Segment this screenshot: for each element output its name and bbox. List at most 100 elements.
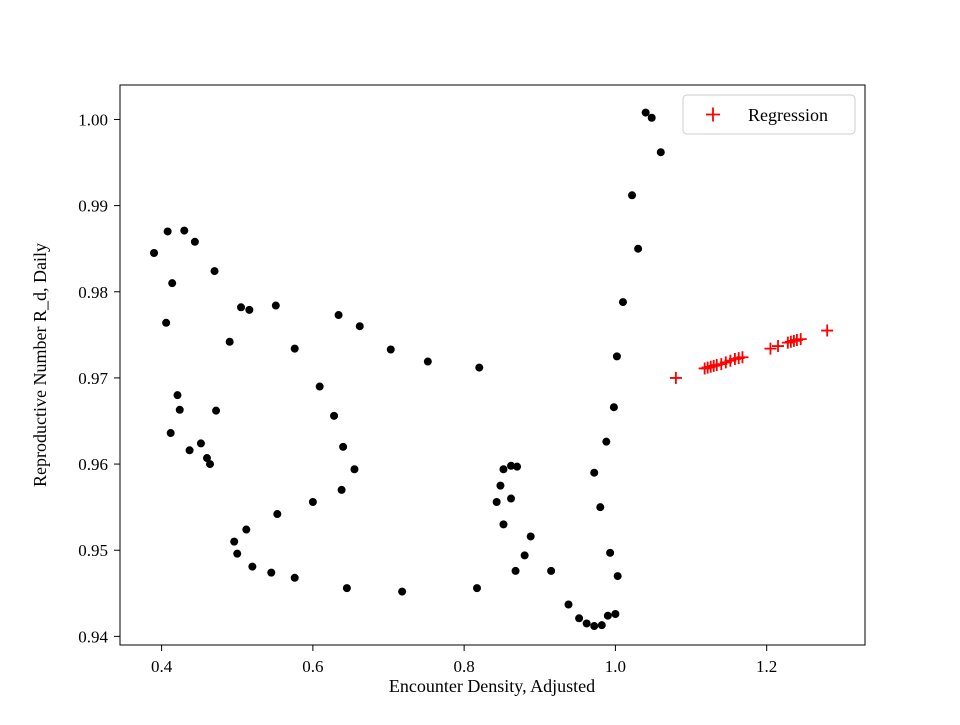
x-axis-label: Encounter Density, Adjusted — [389, 676, 595, 696]
data-point — [337, 485, 346, 494]
data-point — [564, 600, 573, 609]
data-point — [606, 548, 615, 557]
data-point — [175, 405, 184, 414]
data-point — [248, 562, 257, 571]
data-point — [386, 345, 395, 354]
data-point — [496, 481, 505, 490]
data-point — [233, 549, 242, 558]
y-tick-label: 1.00 — [78, 110, 108, 129]
data-point — [242, 525, 251, 534]
regression-point — [821, 324, 834, 337]
data-point — [273, 510, 282, 519]
data-point — [350, 465, 359, 474]
data-point — [547, 566, 556, 575]
x-tick-label: 1.0 — [605, 657, 626, 676]
x-tick-label: 0.8 — [454, 657, 475, 676]
data-point — [163, 227, 172, 236]
data-point — [641, 108, 650, 117]
data-point — [237, 303, 246, 312]
data-point — [507, 494, 516, 503]
regression-point — [764, 342, 777, 355]
data-point — [225, 337, 234, 346]
legend-plus-marker-icon — [706, 107, 720, 122]
data-point — [173, 391, 182, 400]
data-point — [513, 462, 522, 471]
data-point — [315, 382, 324, 391]
data-point — [290, 344, 299, 353]
data-point — [180, 226, 189, 235]
data-point — [575, 614, 584, 623]
data-point — [597, 621, 606, 630]
legend: Regression — [682, 94, 856, 135]
data-point — [520, 551, 529, 560]
data-point — [162, 318, 171, 327]
data-point — [168, 279, 177, 288]
data-point — [647, 113, 656, 122]
data-point — [212, 406, 221, 415]
x-tick-label: 0.6 — [302, 657, 323, 676]
data-point — [602, 437, 611, 446]
regression-point — [669, 371, 682, 384]
data-point — [612, 352, 621, 361]
data-point — [656, 148, 665, 157]
data-point — [339, 442, 348, 451]
regression-point — [736, 351, 749, 364]
data-point — [475, 363, 484, 372]
data-point — [245, 305, 254, 314]
data-point — [290, 573, 299, 582]
plot-area — [119, 84, 866, 646]
legend-label: Regression — [748, 105, 828, 125]
data-point — [190, 237, 199, 246]
data-point — [472, 584, 481, 593]
x-tick-label: 0.4 — [151, 657, 173, 676]
data-point — [609, 403, 618, 412]
data-point — [355, 322, 364, 331]
y-tick-label: 0.99 — [78, 197, 108, 216]
data-point — [202, 454, 211, 463]
data-point — [398, 587, 407, 596]
data-point — [596, 503, 605, 512]
regression-point — [794, 333, 807, 346]
data-point — [206, 460, 215, 469]
data-point — [499, 465, 508, 474]
data-point — [618, 298, 627, 307]
data-point — [611, 609, 620, 618]
data-point — [166, 429, 175, 438]
y-tick-label: 0.94 — [78, 627, 108, 646]
data-point — [492, 497, 501, 506]
data-point — [271, 301, 280, 310]
y-tick-label: 0.96 — [78, 455, 108, 474]
data-point — [590, 622, 599, 631]
data-point — [334, 311, 343, 320]
x-tick-label: 1.2 — [756, 657, 777, 676]
y-tick-label: 0.97 — [78, 369, 108, 388]
regression-point — [772, 340, 785, 353]
y-tick-label: 0.95 — [78, 541, 108, 560]
data-point — [196, 439, 205, 448]
data-point — [330, 411, 339, 420]
data-point — [582, 619, 591, 628]
legend-box — [682, 94, 856, 135]
y-axis-label: Reproductive Number R_d, Daily — [30, 243, 50, 487]
point-layer — [150, 108, 834, 631]
data-point — [634, 244, 643, 253]
y-tick-label: 0.98 — [78, 283, 108, 302]
data-point — [210, 267, 219, 276]
data-point — [150, 249, 159, 257]
data-point — [511, 566, 520, 575]
data-point — [628, 191, 637, 200]
data-point — [507, 461, 516, 470]
data-point — [603, 611, 612, 620]
data-point — [185, 446, 194, 455]
data-point — [342, 584, 351, 593]
data-point — [499, 520, 508, 529]
data-point — [267, 568, 276, 577]
data-point — [526, 532, 535, 541]
data-point — [230, 537, 239, 546]
data-point — [423, 357, 432, 366]
data-point — [308, 497, 317, 506]
data-point — [613, 572, 622, 581]
tick-layer: 0.4 0.6 0.8 1.0 1.2 0.94 0.95 0.96 0.97 0.98 0.99 1… — [78, 110, 777, 676]
